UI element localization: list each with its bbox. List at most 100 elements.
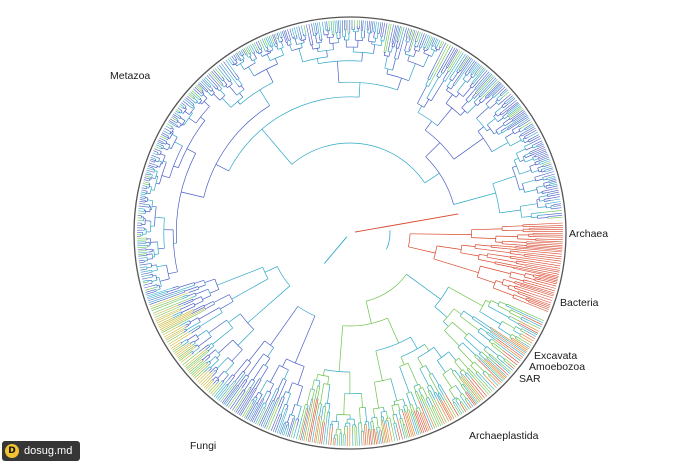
tree-branch [474,73,493,94]
tree-branch [481,379,493,392]
tree-branch-arc [415,410,418,412]
tree-branch [178,105,183,109]
tree-branch [209,72,222,86]
tree-branch [396,428,401,441]
tree-branch [217,370,225,379]
tree-branch [448,351,457,361]
tree-branch [274,421,280,433]
tree-branch [393,401,396,405]
tree-branch-arc [459,401,462,403]
tree-branch-arc [226,384,229,386]
tree-branch [449,389,456,399]
tree-branch [246,54,249,58]
tree-branch [147,199,153,202]
tree-branch [276,46,279,50]
tree-branch [323,369,325,376]
tree-branch-arc [474,92,477,95]
tree-branch [445,94,453,104]
tree-branch-arc [470,361,475,366]
tree-branch [428,81,432,87]
tree-branch [489,102,497,109]
tree-branch-arc [312,47,320,50]
tree-branch [546,187,551,189]
tree-branch-arc [156,152,159,155]
tree-branch [281,31,287,43]
tree-branch [154,170,158,172]
tree-branch-arc [425,156,454,205]
tree-branch [204,301,214,307]
tree-branch [221,84,225,88]
tree-branch [537,153,548,159]
tree-branch [159,285,162,288]
tree-branch [164,140,168,143]
tree-branch [464,337,481,353]
tree-branch [192,363,208,378]
watermark-badge[interactable]: D dosug.md [2,441,81,461]
tree-branch [421,34,427,47]
tree-branch [313,415,320,444]
tree-branch [198,93,202,97]
tree-branch [199,102,202,105]
tree-branch [539,156,550,161]
tree-branch [181,296,188,300]
tree-branch [543,240,563,243]
tree-branch [395,414,398,420]
tree-branch [311,40,314,45]
tree-branch [420,401,434,430]
tree-branch [399,27,407,53]
tree-branch [199,98,202,101]
tree-branch [201,79,210,88]
tree-branch [200,116,206,121]
tree-branch [430,385,435,394]
tree-branch [280,31,283,38]
tree-branch [529,163,536,167]
tree-branch [194,365,209,379]
tree-branch-arc [490,330,492,333]
tree-branch [161,309,206,334]
tree-branch [462,369,467,374]
tree-branch-arc [207,289,212,296]
tree-branch [427,65,435,80]
tree-branch-arc [256,402,259,404]
tree-branch-arc [456,91,464,97]
tree-branch [403,405,406,412]
tree-branch-arc [160,147,162,150]
tree-branch [491,338,499,345]
tree-branch-arc [297,306,316,317]
tree-branch [528,139,534,143]
tree-branch [193,97,198,102]
tree-branch [257,40,261,47]
tree-branch [461,101,468,109]
tree-branch [408,49,410,53]
tree-branch [237,374,247,387]
tree-branch [509,109,524,120]
tree-branch [415,411,425,433]
tree-branch-arc [474,74,477,76]
tree-branch [301,398,312,441]
tree-branch [374,429,377,445]
tree-branch [486,256,517,263]
tree-branch-arc [205,362,208,364]
tree-branch-arc [182,108,187,114]
tree-branch [459,371,463,376]
tree-branch-arc [399,417,403,420]
tree-branch [197,83,208,93]
tree-branch [483,349,490,355]
tree-branch [187,358,203,372]
tree-branch [542,192,546,194]
tree-branch [189,351,193,354]
tree-branch [502,112,508,117]
tree-branch [176,126,180,128]
tree-branch-arc [537,157,539,160]
tree-branch [289,37,292,41]
tree-branch-arc [426,48,429,50]
tree-branch [439,72,443,78]
tree-branch [543,198,550,200]
tree-branch [485,299,491,303]
tree-branch-arc [338,81,398,91]
tree-branch [447,50,461,72]
tree-branch-arc [221,380,224,383]
tree-branch [206,75,216,86]
tree-branch [501,284,509,287]
tree-branch [391,24,397,44]
